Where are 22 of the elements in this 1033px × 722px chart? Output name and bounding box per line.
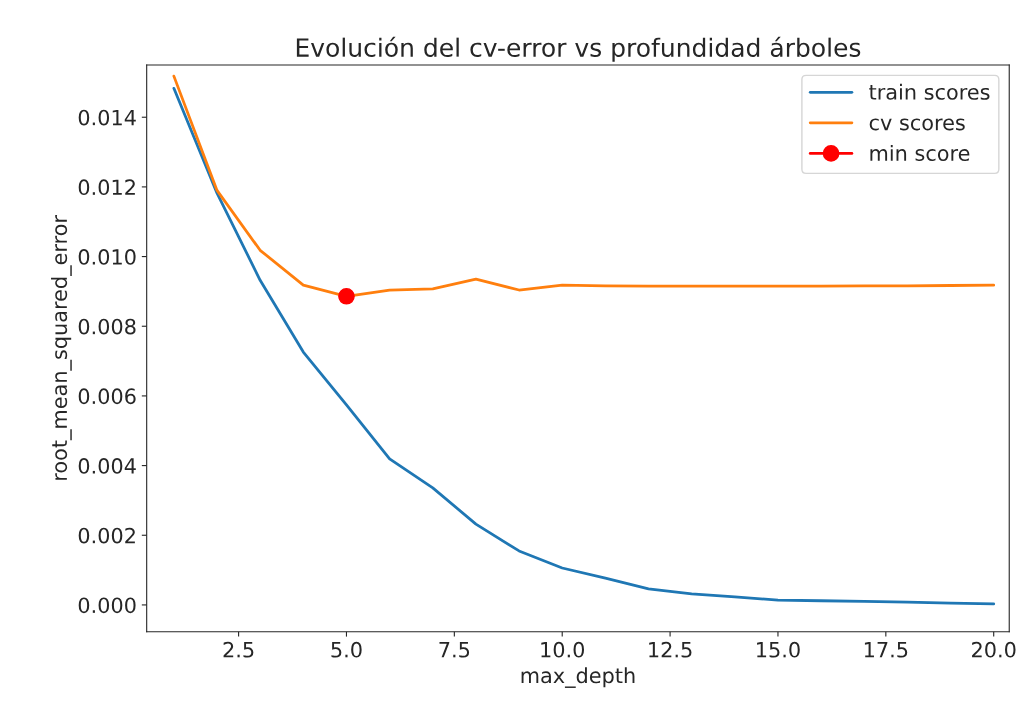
y-tick-label: 0.008 xyxy=(78,318,136,335)
x-tick-label: 10.0 xyxy=(541,641,585,658)
x-tick-label: 20.0 xyxy=(972,641,1016,658)
y-tick-label: 0.002 xyxy=(78,527,135,544)
x-tick-label: 15.0 xyxy=(757,641,800,658)
x-axis-title: max_depth xyxy=(521,667,635,688)
legend-label: train scores xyxy=(869,83,990,100)
x-tick-label: 12.5 xyxy=(649,641,692,658)
chart-title: Evolución del cv-error vs profundidad árboles xyxy=(296,36,861,62)
y-tick-label: 0.012 xyxy=(78,179,135,196)
y-tick-label: 0.014 xyxy=(78,109,136,126)
y-tick-label: 0.000 xyxy=(78,597,136,614)
x-tick-label: 5.0 xyxy=(331,641,362,658)
legend-label: cv scores xyxy=(869,118,965,131)
x-tick-label: 2.5 xyxy=(223,641,254,658)
x-tick-label: 17.5 xyxy=(864,642,908,658)
legend-label: min score xyxy=(870,144,970,162)
y-tick-label: 0.010 xyxy=(78,249,136,265)
y-tick-label: 0.004 xyxy=(78,458,136,474)
y-axis-title: root_mean_squared_error xyxy=(51,215,72,480)
x-tick-label: 7.5 xyxy=(439,642,470,658)
y-tick-label: 0.006 xyxy=(78,388,136,405)
